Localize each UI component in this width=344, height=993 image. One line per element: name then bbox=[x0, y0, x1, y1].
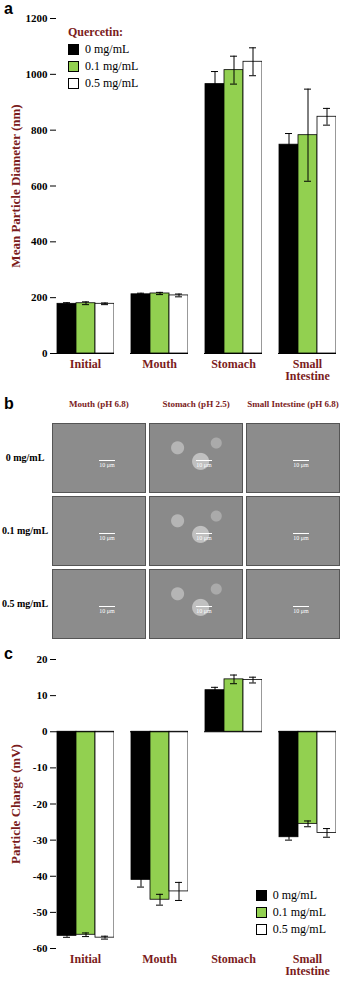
svg-text:-50: -50 bbox=[33, 906, 48, 918]
html-text:0.1 mg/mL: 0.1 mg/mL bbox=[272, 905, 326, 919]
html-text:c: c bbox=[4, 645, 13, 662]
html-text:10 μm: 10 μm bbox=[196, 535, 212, 541]
html-text:10 μm: 10 μm bbox=[99, 608, 115, 614]
html-text:0.5 mg/mL: 0.5 mg/mL bbox=[1, 598, 48, 609]
html-text:Small Intestine (pH 6.8): Small Intestine (pH 6.8) bbox=[247, 399, 339, 409]
html-text:10 μm: 10 μm bbox=[293, 462, 309, 468]
svg-text:SmallIntestine: SmallIntestine bbox=[285, 952, 330, 978]
svg-text:200: 200 bbox=[31, 291, 48, 303]
svg-text:Initial: Initial bbox=[70, 357, 102, 371]
svg-text:20: 20 bbox=[37, 653, 49, 665]
html-text:Quercetin:: Quercetin: bbox=[68, 25, 124, 39]
html-text:10 μm: 10 μm bbox=[293, 608, 309, 614]
svg-text:0: 0 bbox=[42, 347, 48, 359]
svg-text:Particle Charge (mV): Particle Charge (mV) bbox=[8, 744, 23, 864]
svg-text:-10: -10 bbox=[33, 761, 48, 773]
svg-text:600: 600 bbox=[31, 180, 48, 192]
svg-text:Mouth: Mouth bbox=[142, 952, 177, 966]
html-text:Stomach (pH 2.5): Stomach (pH 2.5) bbox=[162, 399, 230, 409]
html-text:10 μm: 10 μm bbox=[293, 535, 309, 541]
html-text:0.5 mg/mL: 0.5 mg/mL bbox=[85, 76, 139, 90]
svg-text:Stomach: Stomach bbox=[211, 357, 256, 371]
svg-text:-30: -30 bbox=[33, 834, 48, 846]
html-text:Mouth (pH 6.8): Mouth (pH 6.8) bbox=[69, 399, 129, 409]
html-text:10 μm: 10 μm bbox=[99, 462, 115, 468]
svg-text:-20: -20 bbox=[33, 798, 48, 810]
svg-text:-40: -40 bbox=[33, 870, 48, 882]
html-text:10 μm: 10 μm bbox=[196, 462, 212, 468]
svg-text:Mean Particle Diameter (nm): Mean Particle Diameter (nm) bbox=[8, 104, 23, 267]
svg-text:-60: -60 bbox=[33, 942, 48, 954]
svg-text:SmallIntestine: SmallIntestine bbox=[285, 357, 330, 383]
svg-text:1000: 1000 bbox=[26, 68, 49, 80]
html-text:0 mg/mL: 0 mg/mL bbox=[85, 42, 130, 56]
svg-text:Initial: Initial bbox=[70, 952, 102, 966]
html-text:0.5 mg/mL: 0.5 mg/mL bbox=[272, 922, 326, 936]
html-text:0 mg/mL: 0 mg/mL bbox=[272, 888, 317, 902]
svg-text:10: 10 bbox=[37, 689, 49, 701]
html-text:0.1 mg/mL: 0.1 mg/mL bbox=[85, 59, 139, 73]
html-text:0 mg/mL: 0 mg/mL bbox=[5, 452, 45, 463]
svg-text:Mouth: Mouth bbox=[142, 357, 177, 371]
html-text:b: b bbox=[4, 395, 14, 412]
svg-text:800: 800 bbox=[31, 124, 48, 136]
html-text:0.1 mg/mL: 0.1 mg/mL bbox=[1, 525, 48, 536]
svg-text:Stomach: Stomach bbox=[211, 952, 256, 966]
svg-text:1200: 1200 bbox=[26, 12, 49, 24]
html-text:a: a bbox=[4, 0, 13, 17]
html-text:10 μm: 10 μm bbox=[99, 535, 115, 541]
html-text:10 μm: 10 μm bbox=[196, 608, 212, 614]
svg-text:400: 400 bbox=[31, 235, 48, 247]
svg-text:0: 0 bbox=[42, 725, 48, 737]
